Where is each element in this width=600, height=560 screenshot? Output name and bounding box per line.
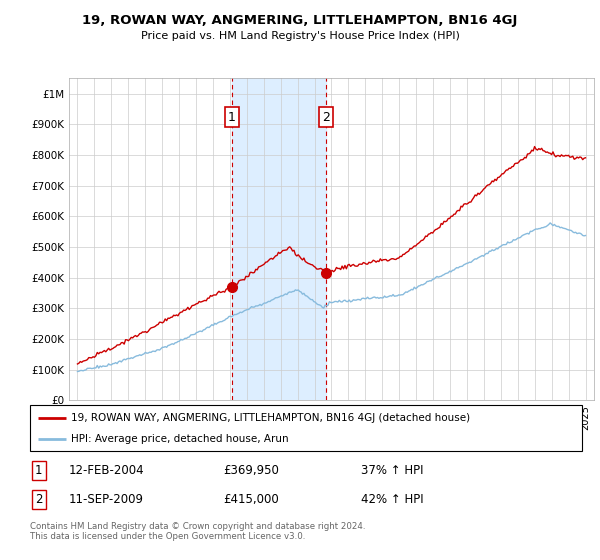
Text: 12-FEB-2004: 12-FEB-2004 [68, 464, 144, 477]
Text: HPI: Average price, detached house, Arun: HPI: Average price, detached house, Arun [71, 435, 289, 444]
FancyBboxPatch shape [30, 405, 582, 451]
Text: 2: 2 [322, 110, 331, 124]
Text: £415,000: £415,000 [223, 493, 279, 506]
Text: 42% ↑ HPI: 42% ↑ HPI [361, 493, 424, 506]
Text: Contains HM Land Registry data © Crown copyright and database right 2024.
This d: Contains HM Land Registry data © Crown c… [30, 522, 365, 542]
Text: 11-SEP-2009: 11-SEP-2009 [68, 493, 143, 506]
Text: 1: 1 [35, 464, 43, 477]
Text: Price paid vs. HM Land Registry's House Price Index (HPI): Price paid vs. HM Land Registry's House … [140, 31, 460, 41]
Bar [232, 78, 326, 400]
Text: 19, ROWAN WAY, ANGMERING, LITTLEHAMPTON, BN16 4GJ (detached house): 19, ROWAN WAY, ANGMERING, LITTLEHAMPTON,… [71, 413, 470, 423]
Text: £369,950: £369,950 [223, 464, 279, 477]
Text: 2: 2 [35, 493, 43, 506]
Text: 1: 1 [228, 110, 236, 124]
Text: 19, ROWAN WAY, ANGMERING, LITTLEHAMPTON, BN16 4GJ: 19, ROWAN WAY, ANGMERING, LITTLEHAMPTON,… [82, 14, 518, 27]
Text: 37% ↑ HPI: 37% ↑ HPI [361, 464, 424, 477]
